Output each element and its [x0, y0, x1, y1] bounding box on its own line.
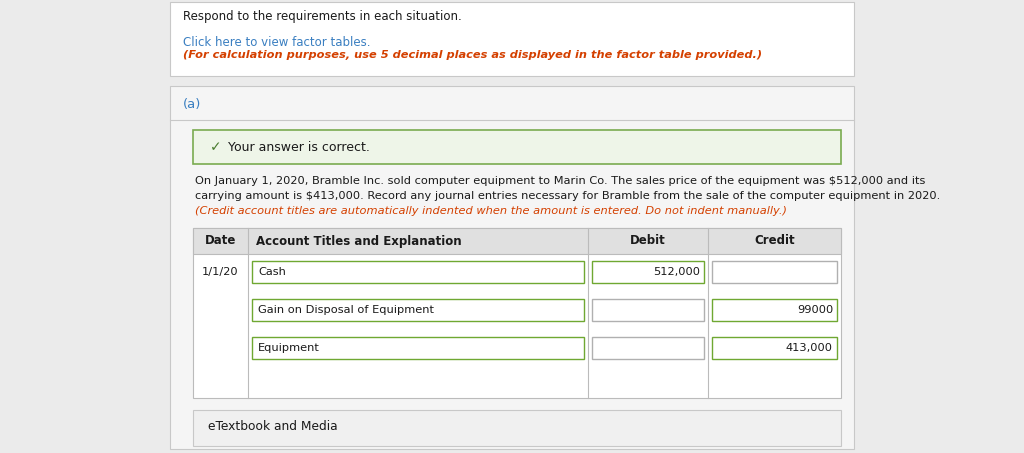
Text: (For calculation purposes, use 5 decimal places as displayed in the factor table: (For calculation purposes, use 5 decimal…	[183, 50, 762, 60]
Text: Equipment: Equipment	[258, 343, 319, 353]
Text: (a): (a)	[183, 98, 202, 111]
Bar	[193, 130, 841, 164]
Text: 99000: 99000	[797, 305, 833, 315]
Text: 413,000: 413,000	[786, 343, 833, 353]
Bar	[712, 337, 837, 359]
Text: Date: Date	[205, 235, 237, 247]
Bar	[193, 228, 841, 398]
Text: Account Titles and Explanation: Account Titles and Explanation	[256, 235, 462, 247]
Text: (Credit account titles are automatically indented when the amount is entered. Do: (Credit account titles are automatically…	[195, 206, 787, 216]
Text: Gain on Disposal of Equipment: Gain on Disposal of Equipment	[258, 305, 434, 315]
Text: Credit: Credit	[755, 235, 795, 247]
Text: Cash: Cash	[258, 267, 286, 277]
Bar	[592, 337, 705, 359]
Text: Your answer is correct.: Your answer is correct.	[228, 141, 370, 154]
Bar	[592, 261, 705, 283]
Bar	[712, 261, 837, 283]
Bar	[193, 410, 841, 446]
Text: 512,000: 512,000	[653, 267, 700, 277]
Bar	[252, 261, 584, 283]
Bar	[252, 337, 584, 359]
Bar	[592, 299, 705, 321]
Text: Respond to the requirements in each situation.: Respond to the requirements in each situ…	[183, 10, 462, 23]
Bar	[170, 86, 854, 449]
Bar	[252, 299, 584, 321]
Text: Click here to view factor tables.: Click here to view factor tables.	[183, 36, 371, 49]
Bar	[193, 228, 841, 254]
Text: On January 1, 2020, Bramble Inc. sold computer equipment to Marin Co. The sales : On January 1, 2020, Bramble Inc. sold co…	[195, 176, 926, 186]
Bar	[712, 299, 837, 321]
Text: Debit: Debit	[630, 235, 666, 247]
Text: ✓: ✓	[210, 140, 221, 154]
Text: carrying amount is $413,000. Record any journal entries necessary for Bramble fr: carrying amount is $413,000. Record any …	[195, 191, 940, 201]
Text: eTextbook and Media: eTextbook and Media	[208, 420, 338, 433]
Bar	[170, 2, 854, 76]
Text: 1/1/20: 1/1/20	[202, 267, 239, 277]
